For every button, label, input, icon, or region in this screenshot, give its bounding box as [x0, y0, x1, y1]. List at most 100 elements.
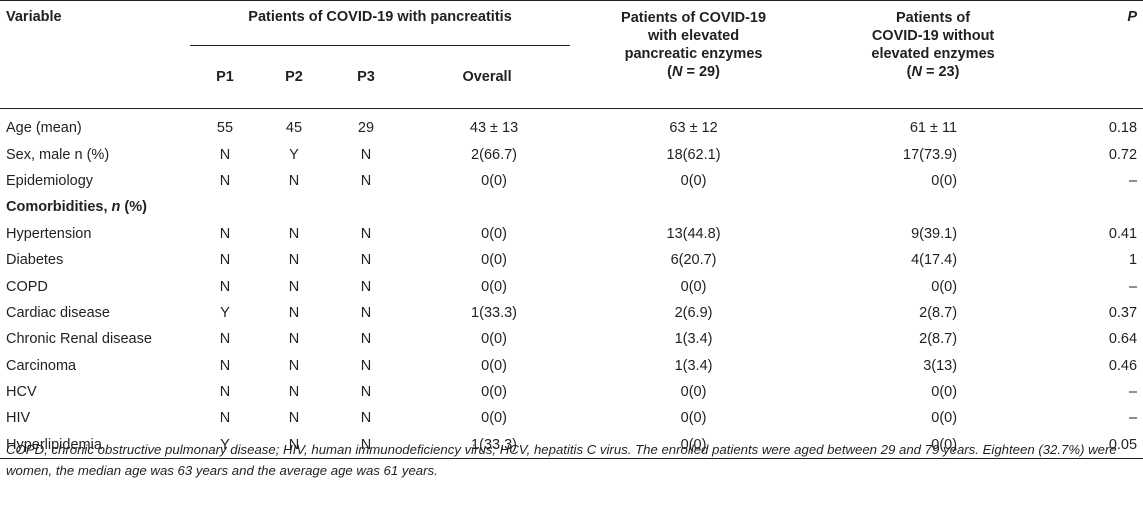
cell-without [817, 194, 1049, 220]
cell-p: 0.37 [1108, 304, 1138, 321]
cell-without: 3(13) [923, 357, 958, 374]
cell-p2: N [288, 410, 300, 427]
header-p2: P2 [285, 69, 303, 85]
cell-p3: N [360, 331, 372, 348]
cell-p: 0.41 [1108, 225, 1138, 242]
cell-without: 2(8.7) [919, 331, 958, 348]
header-elevated-n: (N = 29) [667, 64, 720, 80]
cell-without: 0(0) [931, 436, 958, 453]
cell-p3: 29 [357, 120, 375, 137]
cell-variable: Sex, male n (%) [6, 146, 110, 163]
table-footnote: COPD, chronic obstructive pulmonary dise… [6, 442, 1117, 478]
cell-p1: N [219, 384, 231, 401]
cell-p3: N [360, 410, 372, 427]
cell-overall: 0(0) [481, 225, 507, 242]
cell-p3: N [360, 225, 372, 242]
cell-without: 61 ± 11 [909, 120, 958, 137]
cell-overall: 0(0) [481, 410, 507, 427]
cell-p3: N [360, 436, 372, 453]
header-p-value: P [1127, 9, 1138, 25]
header-p1: P1 [216, 69, 234, 85]
cell-p2: N [288, 252, 300, 269]
cell-p3: N [360, 304, 372, 321]
table-row: Hypertension N N N 0(0) 13(44.8) 9(39.1) 0.41 [0, 221, 1143, 247]
cell-p1: N [219, 331, 231, 348]
cell-p3: N [360, 252, 372, 269]
cell-p1: N [219, 410, 231, 427]
cell-p2: N [288, 357, 300, 374]
cell-variable: Hypertension [6, 225, 92, 242]
cell-without: 2(8.7) [919, 304, 958, 321]
header-without-n: (N = 23) [906, 64, 960, 80]
cell-p: 0.72 [1108, 146, 1138, 163]
cell-overall: 0(0) [481, 331, 507, 348]
cell-p1: Y [220, 436, 230, 453]
cell-p: 0.64 [1108, 331, 1138, 348]
cell-overall: 0(0) [481, 252, 507, 269]
cell-p: – [1128, 278, 1138, 295]
cell-variable: Cardiac disease [6, 304, 110, 321]
cell-p: 0.46 [1108, 357, 1138, 374]
cell-p1: N [219, 252, 231, 269]
cell-p2: N [288, 384, 300, 401]
cell-p3: N [360, 172, 372, 189]
cell-elevated: 0(0) [680, 410, 707, 427]
cell-variable: COPD [6, 278, 48, 295]
header-pancreatitis-group: Patients of COVID-19 with pancreatitis [190, 0, 571, 46]
header-p3: P3 [357, 69, 375, 85]
cell-p2: N [288, 331, 300, 348]
cell-variable: Diabetes [6, 252, 64, 269]
table-row: Cardiac disease Y N N 1(33.3) 2(6.9) 2(8.7) 0.3… [0, 300, 1143, 326]
cell-p1: 55 [216, 120, 234, 137]
cell-without: 0(0) [931, 172, 958, 189]
cell-variable: Age (mean) [6, 120, 82, 137]
table-row: HIV N N N 0(0) 0(0) 0(0) – [0, 405, 1143, 431]
cell-overall: 0(0) [481, 357, 507, 374]
cell-without: 0(0) [931, 410, 958, 427]
cell-p3: N [360, 357, 372, 374]
table-body: Age (mean) 55 45 29 43 ± 13 63 ± 12 61 ± 11 0.1… [0, 109, 1143, 459]
cell-without: 4(17.4) [911, 252, 958, 269]
cell-overall: 1(33.3) [471, 304, 517, 321]
cell-p3: N [360, 146, 372, 163]
cell-elevated: 2(6.9) [674, 304, 713, 321]
cell-p1 [190, 194, 260, 220]
cell-variable: HCV [6, 384, 37, 401]
cell-p2: N [288, 436, 300, 453]
table-row: Epidemiology N N N 0(0) 0(0) 0(0) – [0, 168, 1143, 194]
table-row: Carcinoma N N N 0(0) 1(3.4) 3(13) 0.46 [0, 353, 1143, 379]
table-row: Diabetes N N N 0(0) 6(20.7) 4(17.4) 1 [0, 247, 1143, 273]
cell-elevated: 18(62.1) [666, 146, 721, 163]
cell-variable: Hyperlipidemia [6, 436, 102, 453]
cell-overall: 2(66.7) [471, 146, 517, 163]
cell-p: 0.05 [1108, 436, 1138, 453]
cell-p2: N [288, 304, 300, 321]
cell-p: 0.18 [1108, 120, 1138, 137]
table-row: COPD N N N 0(0) 0(0) 0(0) – [0, 273, 1143, 299]
cell-p2: Y [289, 146, 299, 163]
cell-elevated: 0(0) [680, 172, 707, 189]
cell-p2 [260, 194, 328, 220]
cell-elevated: 6(20.7) [670, 252, 717, 269]
cell-elevated: 13(44.8) [666, 225, 721, 242]
cell-overall: 43 ± 13 [469, 120, 519, 137]
cell-p: – [1128, 410, 1138, 427]
cell-variable: HIV [6, 410, 31, 427]
cell-elevated: 0(0) [680, 436, 707, 453]
cell-p1: N [219, 357, 231, 374]
cell-p1: N [219, 278, 231, 295]
cell-p: 1 [1128, 252, 1138, 269]
table-row: Hyperlipidemia Y N N 1(33.3) 0(0) 0(0) 0.05 [0, 432, 1143, 459]
cell-p2: N [288, 172, 300, 189]
header-without-elevated: Patients of COVID-19 without elevated en… [871, 10, 995, 80]
cell-variable: Carcinoma [6, 357, 77, 374]
cell-variable: Epidemiology [6, 172, 94, 189]
table-row: Chronic Renal disease N N N 0(0) 1(3.4) 2(8.7)… [0, 326, 1143, 352]
table-row: Sex, male n (%) N Y N 2(66.7) 18(62.1) 17(73.9… [0, 141, 1143, 167]
cell-variable: Comorbidities, n (%) [6, 199, 147, 216]
cell-p3: N [360, 384, 372, 401]
cell-overall: 1(33.3) [471, 436, 517, 453]
cell-without: 9(39.1) [911, 225, 958, 242]
header-variable: Variable [6, 9, 62, 25]
